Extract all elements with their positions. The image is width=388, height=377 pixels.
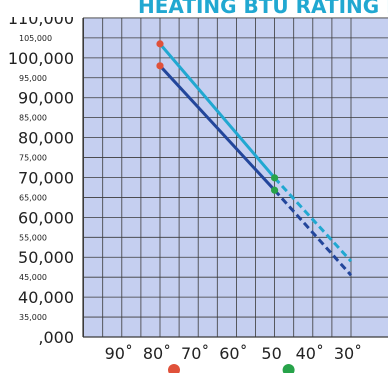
series-1-dashed-line [273, 176, 353, 263]
y-tick-label: 80,000 [18, 129, 74, 148]
y-minor-tick-label: 105,000 [19, 34, 52, 43]
y-minor-tick-label: 75,000 [19, 154, 47, 163]
series-2-dashed-line [273, 189, 353, 277]
series-2-solid-line [158, 64, 277, 192]
y-tick-label: 60,000 [18, 208, 74, 227]
x-tick-label: 70˚ [181, 344, 209, 363]
y-tick-label: ,000 [38, 328, 74, 347]
data-point-marker [156, 62, 164, 70]
title-backdrop [0, 0, 388, 17]
data-markers [156, 40, 279, 194]
y-tick-label: 50,000 [18, 248, 74, 267]
y-tick-label: 90,000 [18, 89, 74, 108]
data-point-marker [271, 174, 279, 182]
x-tick-label: 80˚ [143, 344, 171, 363]
x-tick-label: 50 [261, 344, 281, 363]
series-1-solid-line [158, 42, 277, 180]
data-point-marker [156, 40, 164, 48]
data-point-marker [271, 186, 279, 194]
series-lines [158, 42, 353, 277]
grid-lines [82, 17, 388, 338]
chart-title: HEATING BTU RATING PER HOUR [138, 0, 388, 18]
x-tick-label: 90˚ [105, 344, 133, 363]
y-minor-tick-label: 95,000 [19, 74, 47, 83]
y-tick-label: 70,000 [18, 168, 74, 187]
x-tick-label: 40˚ [296, 344, 324, 363]
axis-indicator-dot [282, 364, 295, 376]
y-tick-labels: 110,000100,00090,00080,00070,00060,00050… [8, 9, 74, 347]
y-minor-tick-label: 65,000 [19, 193, 47, 202]
y-minor-tick-label: 55,000 [19, 233, 47, 242]
y-tick-label: 40,000 [18, 288, 74, 307]
y-minor-tick-label: 85,000 [19, 114, 47, 123]
y-minor-tick-label: 35,000 [19, 313, 47, 322]
x-tick-label: 60˚ [219, 344, 247, 363]
x-tick-label: 30˚ [334, 344, 362, 363]
axis-indicator-dot [168, 364, 180, 376]
x-tick-labels: 90˚ 80˚ 70˚ 60˚ 50 40˚ 30˚ [105, 344, 363, 363]
axis-indicators [168, 364, 295, 376]
y-minor-tick-label: 45,000 [19, 273, 47, 282]
y-tick-label: 100,000 [8, 49, 74, 68]
